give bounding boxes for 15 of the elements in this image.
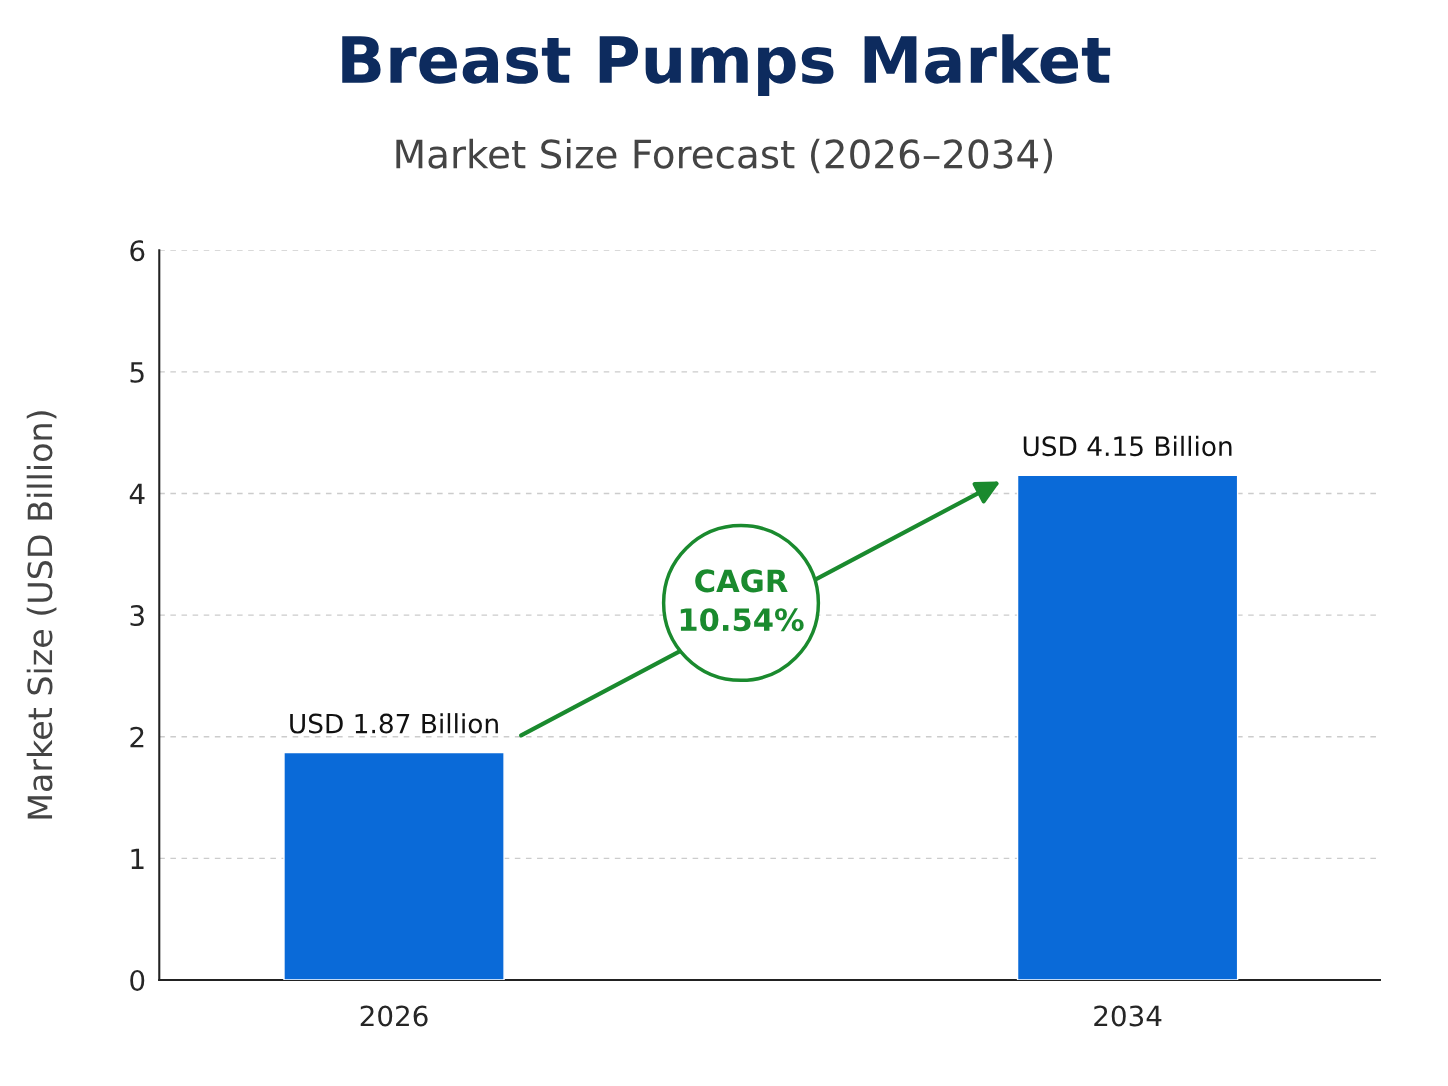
y-axis-title: Market Size (USD Billion)	[26, 411, 57, 819]
y-tick-label: 4	[129, 483, 145, 505]
y-tick-label: 2	[130, 726, 144, 748]
data-label: USD 1.87 Billion	[290, 713, 498, 734]
y-tick-label: 3	[130, 605, 144, 627]
chart-subtitle: Market Size Forecast (2026–2034)	[396, 138, 1053, 174]
y-tick-label: 6	[130, 240, 145, 262]
y-tick-label: 1	[131, 848, 144, 869]
x-tick-label: 2026	[360, 1005, 428, 1027]
y-tick-label: 0	[130, 969, 145, 991]
annotation: CAGR 10.54%	[680, 569, 804, 632]
y-tick-label: 5	[130, 362, 144, 383]
chart-title: Breast Pumps Market	[342, 34, 1111, 97]
x-tick-label: 2034	[1094, 1005, 1162, 1027]
data-label: USD 4.15 Billion	[1023, 435, 1232, 457]
